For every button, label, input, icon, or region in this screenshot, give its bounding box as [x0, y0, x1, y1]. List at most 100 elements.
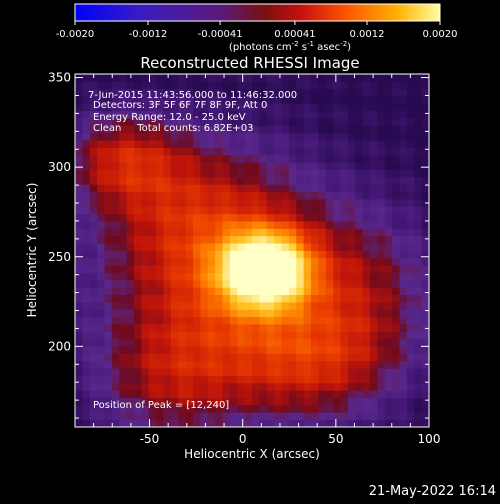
- heatmap-cell: [296, 360, 305, 369]
- heatmap-cell: [311, 221, 319, 229]
- heatmap-cell: [340, 375, 349, 384]
- heatmap-cell: [362, 88, 371, 97]
- heatmap-cell: [355, 206, 364, 215]
- heatmap-cell: [370, 390, 378, 398]
- heatmap-cell: [392, 265, 400, 273]
- heatmap-cell: [200, 397, 209, 406]
- heatmap-cell: [392, 397, 400, 406]
- heatmap-cell: [318, 397, 327, 406]
- heatmap-cell: [377, 309, 386, 318]
- heatmap-cell: [288, 316, 297, 325]
- heatmap-cell: [259, 235, 268, 244]
- heatmap-cell: [75, 419, 83, 428]
- heatmap-cell: [82, 404, 91, 413]
- heatmap-cell: [156, 331, 164, 340]
- heatmap-cell: [362, 368, 371, 376]
- heatmap-cell: [111, 397, 120, 406]
- heatmap-cell: [355, 272, 364, 281]
- heatmap-cell: [362, 169, 371, 178]
- heatmap-cell: [414, 213, 423, 222]
- heatmap-cell: [170, 228, 179, 237]
- heatmap-cell: [355, 199, 364, 207]
- heatmap-cell: [414, 360, 423, 369]
- heatmap-cell: [303, 228, 312, 237]
- heatmap-cell: [392, 257, 400, 266]
- heatmap-cell: [141, 88, 150, 97]
- heatmap-cell: [215, 301, 223, 310]
- heatmap-cell: [178, 287, 187, 296]
- heatmap-cell: [318, 184, 327, 193]
- heatmap-cell: [392, 235, 400, 244]
- heatmap-cell: [296, 96, 305, 104]
- heatmap-cell: [207, 199, 216, 207]
- heatmap-cell: [148, 338, 157, 347]
- heatmap-cell: [215, 419, 223, 428]
- heatmap-cell: [119, 419, 128, 428]
- heatmap-cell: [384, 118, 393, 126]
- heatmap-cell: [414, 184, 423, 193]
- heatmap-cell: [392, 294, 400, 303]
- heatmap-cell: [237, 206, 246, 215]
- heatmap-cell: [119, 368, 128, 376]
- heatmap-cell: [384, 110, 393, 119]
- heatmap-cell: [148, 199, 157, 207]
- heatmap-cell: [406, 221, 415, 229]
- heatmap-cell: [97, 169, 105, 178]
- heatmap-cell: [89, 338, 98, 347]
- heatmap-cell: [384, 228, 393, 237]
- heatmap-cell: [89, 331, 98, 340]
- heatmap-cell: [244, 228, 253, 237]
- heatmap-cell: [200, 419, 209, 428]
- heatmap-cell: [222, 324, 231, 332]
- heatmap-cell: [229, 316, 238, 325]
- heatmap-cell: [281, 184, 290, 193]
- heatmap-cell: [384, 279, 393, 288]
- heatmap-cell: [414, 81, 423, 90]
- heatmap-cell: [119, 221, 128, 229]
- heatmap-cell: [148, 265, 157, 273]
- heatmap-cell: [259, 228, 268, 237]
- heatmap-cell: [207, 228, 216, 237]
- heatmap-cell: [75, 294, 83, 303]
- heatmap-cell: [222, 309, 231, 318]
- heatmap-cell: [318, 250, 327, 259]
- heatmap-cell: [311, 324, 319, 332]
- heatmap-cell: [200, 353, 209, 362]
- heatmap-cell: [141, 228, 150, 237]
- heatmap-cell: [281, 265, 290, 273]
- heatmap-cell: [215, 360, 223, 369]
- heatmap-cell: [97, 74, 105, 82]
- heatmap-cell: [215, 118, 223, 126]
- heatmap-cell: [229, 250, 238, 259]
- heatmap-cell: [377, 279, 386, 288]
- heatmap-cell: [178, 324, 187, 332]
- heatmap-cell: [296, 243, 305, 251]
- heatmap-cell: [111, 331, 120, 340]
- heatmap-cell: [200, 169, 209, 178]
- heatmap-cell: [252, 162, 260, 170]
- heatmap-cell: [311, 382, 319, 391]
- heatmap-cell: [156, 324, 164, 332]
- heatmap-cell: [303, 287, 312, 296]
- heatmap-cell: [178, 199, 187, 207]
- heatmap-cell: [141, 382, 150, 391]
- heatmap-cell: [325, 235, 334, 244]
- heatmap-cell: [134, 412, 142, 421]
- heatmap-cell: [170, 419, 179, 428]
- heatmap-cell: [82, 118, 91, 126]
- heatmap-cell: [340, 118, 349, 126]
- heatmap-cell: [244, 309, 253, 318]
- heatmap-cell: [156, 191, 164, 200]
- heatmap-cell: [370, 257, 378, 266]
- heatmap-cell: [148, 331, 157, 340]
- heatmap-cell: [200, 375, 209, 384]
- heatmap-cell: [303, 390, 312, 398]
- heatmap-cell: [399, 279, 408, 288]
- heatmap-cell: [170, 412, 179, 421]
- heatmap-cell: [200, 184, 209, 193]
- heatmap-cell: [311, 353, 319, 362]
- heatmap-cell: [281, 287, 290, 296]
- heatmap-cell: [370, 309, 378, 318]
- colorbar-tick-label: -0.0012: [129, 29, 168, 40]
- heatmap-cell: [333, 390, 341, 398]
